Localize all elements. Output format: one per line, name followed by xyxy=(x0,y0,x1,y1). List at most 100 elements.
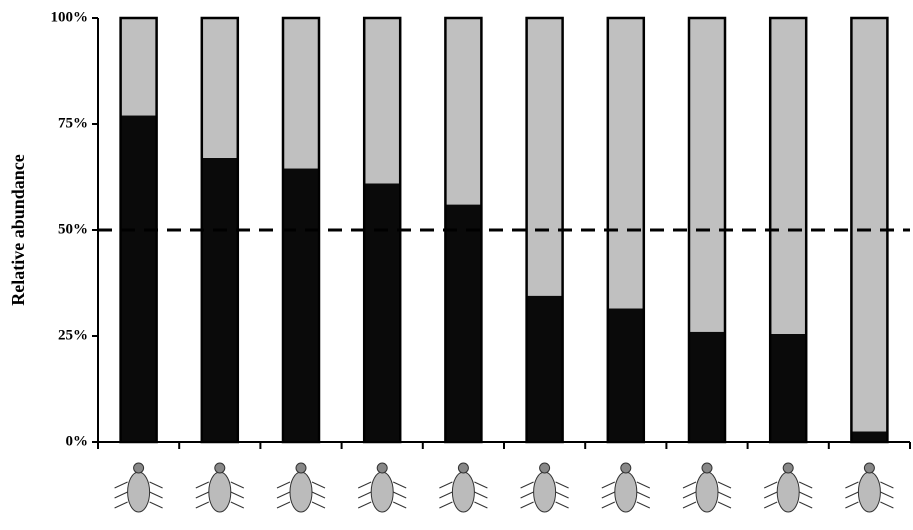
category-icon xyxy=(358,492,371,498)
category-icon xyxy=(718,492,731,498)
category-icon xyxy=(371,472,393,512)
category-icon xyxy=(231,482,244,488)
bar-segment xyxy=(770,334,806,442)
category-icon xyxy=(637,492,650,498)
category-icon xyxy=(150,492,163,498)
category-icon xyxy=(556,482,569,488)
category-icon xyxy=(458,463,468,473)
category-icon xyxy=(718,502,731,508)
category-icon xyxy=(615,472,637,512)
category-icon xyxy=(799,502,812,508)
y-tick-label: 50% xyxy=(58,221,88,237)
category-icon xyxy=(637,502,650,508)
category-icon xyxy=(764,492,777,498)
bar-segment xyxy=(364,18,400,183)
bar-segment xyxy=(121,18,157,116)
y-tick-label: 100% xyxy=(51,9,89,25)
category-icon xyxy=(845,482,858,488)
bar-segment xyxy=(202,158,238,442)
category-icon xyxy=(683,502,696,508)
category-icon xyxy=(880,502,893,508)
y-tick-label: 75% xyxy=(58,115,88,131)
category-icon xyxy=(452,472,474,512)
category-icon xyxy=(150,502,163,508)
category-icon xyxy=(393,482,406,488)
category-icon xyxy=(150,482,163,488)
bar-segment xyxy=(689,332,725,442)
bar-segment xyxy=(608,18,644,308)
category-icon xyxy=(128,472,150,512)
category-icon xyxy=(683,482,696,488)
category-icon xyxy=(845,492,858,498)
category-icon xyxy=(799,492,812,498)
bar-segment xyxy=(283,18,319,169)
category-icon xyxy=(764,482,777,488)
category-icon xyxy=(115,492,128,498)
bar-segment xyxy=(121,116,157,442)
bar-segment xyxy=(608,308,644,442)
category-icon xyxy=(277,502,290,508)
category-icon xyxy=(312,492,325,498)
category-icon xyxy=(474,492,487,498)
bar-segment xyxy=(689,18,725,332)
bar-segment xyxy=(770,18,806,334)
category-icon xyxy=(393,502,406,508)
category-icon xyxy=(718,482,731,488)
bar-segment xyxy=(445,205,481,442)
category-icon xyxy=(556,502,569,508)
category-icon xyxy=(439,502,452,508)
category-icon xyxy=(521,502,534,508)
category-icon xyxy=(377,463,387,473)
bar-segment xyxy=(283,169,319,442)
category-icon xyxy=(439,492,452,498)
category-icon xyxy=(115,482,128,488)
category-icon xyxy=(134,463,144,473)
category-icon xyxy=(602,492,615,498)
bar-segment xyxy=(851,431,887,442)
category-icon xyxy=(521,492,534,498)
category-icon xyxy=(439,482,452,488)
category-icon xyxy=(196,492,209,498)
bar-segment xyxy=(364,183,400,442)
y-tick-label: 0% xyxy=(66,433,89,449)
bar-segment xyxy=(527,18,563,296)
category-icon xyxy=(209,472,231,512)
category-icon xyxy=(702,463,712,473)
bar-segment xyxy=(851,18,887,431)
category-icon xyxy=(196,502,209,508)
category-icon xyxy=(534,472,556,512)
category-icon xyxy=(602,482,615,488)
category-icon xyxy=(196,482,209,488)
chart: Relative abundance 0% 25% 50% 75% 100% xyxy=(0,0,913,530)
category-icon xyxy=(783,463,793,473)
category-icon xyxy=(521,482,534,488)
category-icon xyxy=(277,492,290,498)
category-icon xyxy=(621,463,631,473)
category-icon xyxy=(556,492,569,498)
category-icon xyxy=(696,472,718,512)
category-icon xyxy=(231,502,244,508)
category-icon xyxy=(540,463,550,473)
category-icon xyxy=(637,482,650,488)
category-icon xyxy=(880,482,893,488)
category-icon xyxy=(277,482,290,488)
category-icon xyxy=(858,472,880,512)
category-icon xyxy=(358,502,371,508)
category-icon xyxy=(777,472,799,512)
bar-segment xyxy=(445,18,481,205)
category-icon xyxy=(474,482,487,488)
bar-segment xyxy=(527,296,563,442)
y-axis-label: Relative abundance xyxy=(8,154,28,306)
category-icon xyxy=(296,463,306,473)
category-icon xyxy=(845,502,858,508)
category-icon xyxy=(231,492,244,498)
category-icon xyxy=(474,502,487,508)
category-icon xyxy=(864,463,874,473)
y-tick-label: 25% xyxy=(58,327,88,343)
category-icon xyxy=(290,472,312,512)
category-icon xyxy=(764,502,777,508)
category-icon xyxy=(358,482,371,488)
category-icon xyxy=(312,502,325,508)
category-icon xyxy=(602,502,615,508)
category-icon xyxy=(683,492,696,498)
